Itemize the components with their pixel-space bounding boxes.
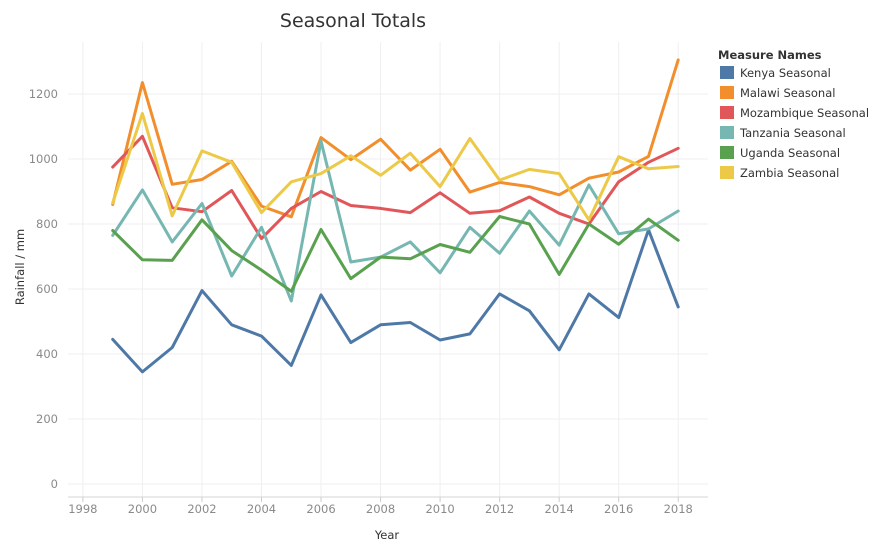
legend-label-mozambique-seasonal: Mozambique Seasonal	[740, 106, 869, 120]
y-tick-label: 400	[36, 347, 58, 361]
legend-label-malawi-seasonal: Malawi Seasonal	[740, 86, 835, 100]
series-line-uganda-seasonal	[111, 215, 680, 293]
legend-label-tanzania-seasonal: Tanzania Seasonal	[739, 126, 846, 140]
chart-title: Seasonal Totals	[280, 10, 426, 32]
x-tick-label: 1998	[68, 502, 97, 516]
legend-title: Measure Names	[718, 48, 822, 62]
gridlines	[68, 42, 708, 497]
x-tick-label: 2010	[425, 502, 454, 516]
x-axis-ticks: 1998 2000 2002 2004 2006 2008 2010 2012 2014 2016…	[68, 497, 693, 516]
y-tick-label: 1000	[29, 152, 58, 166]
legend-swatch-kenya-seasonal	[720, 66, 734, 79]
x-tick-label: 2016	[604, 502, 633, 516]
y-tick-label: 0	[51, 477, 58, 491]
legend-label-uganda-seasonal: Uganda Seasonal	[740, 146, 840, 160]
y-tick-label: 600	[36, 282, 58, 296]
series-line-mozambique-seasonal	[111, 134, 680, 241]
legend-swatch-malawi-seasonal	[720, 86, 734, 99]
y-tick-label: 200	[36, 412, 58, 426]
x-tick-label: 2000	[128, 502, 157, 516]
x-tick-label: 2012	[485, 502, 514, 516]
y-axis-ticks: 0 200 400 600 800 1000 1200	[29, 87, 58, 491]
series-line-tanzania-seasonal	[111, 139, 680, 303]
legend: Measure Names Kenya Seasonal Malawi Seaso…	[718, 48, 869, 180]
legend-swatch-tanzania-seasonal	[720, 126, 734, 139]
x-tick-label: 2006	[306, 502, 335, 516]
series-line-zambia-seasonal	[111, 112, 680, 222]
x-axis-title: Year	[374, 528, 400, 542]
x-tick-label: 2004	[247, 502, 276, 516]
x-tick-label: 2018	[664, 502, 693, 516]
legend-items: Kenya Seasonal Malawi Seasonal Mozambique …	[720, 66, 869, 180]
y-tick-label: 800	[36, 217, 58, 231]
x-tick-label: 2008	[366, 502, 395, 516]
legend-label-kenya-seasonal: Kenya Seasonal	[740, 66, 831, 80]
series-line-malawi-seasonal	[111, 58, 680, 219]
series-lines	[111, 58, 680, 374]
legend-label-zambia-seasonal: Zambia Seasonal	[740, 166, 839, 180]
series-line-kenya-seasonal	[111, 228, 680, 374]
y-tick-label: 1200	[29, 87, 58, 101]
x-tick-label: 2014	[545, 502, 574, 516]
legend-swatch-zambia-seasonal	[720, 166, 734, 179]
y-axis-title: Rainfall / mm	[13, 229, 27, 305]
x-tick-label: 2002	[187, 502, 216, 516]
legend-swatch-uganda-seasonal	[720, 146, 734, 159]
legend-swatch-mozambique-seasonal	[720, 106, 734, 119]
